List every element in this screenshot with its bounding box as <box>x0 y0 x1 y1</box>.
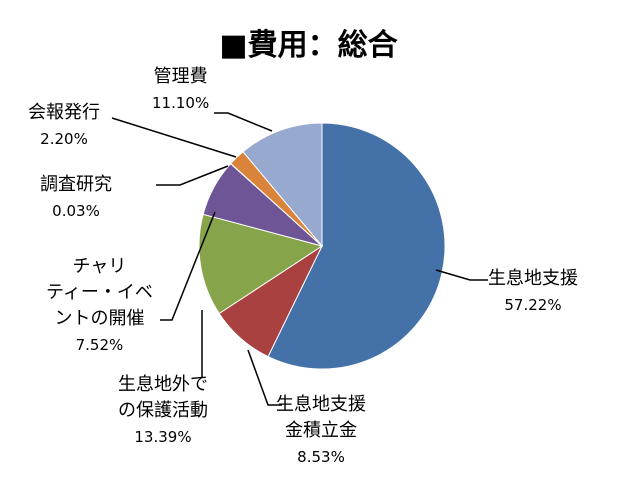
pie-slice-0 <box>267 122 446 370</box>
leader-line-s5 <box>111 117 237 158</box>
slice-label-s1: 生息地支援 金積立金 8.53% <box>276 394 366 466</box>
slice-label-s3: チャリ ティー・イベ ントの開催 7.52% <box>46 256 153 354</box>
chart-title: ■費用：総合 <box>219 28 398 63</box>
pie-slice-2 <box>198 213 324 315</box>
pie-slice-6 <box>242 122 323 248</box>
slice-label-s5: 会報発行 2.20% <box>28 102 100 148</box>
leader-line-s0 <box>435 269 488 281</box>
slice-label-s0: 生息地支援 57.22% <box>488 268 578 314</box>
leader-line-s6 <box>214 112 273 132</box>
slice-label-s6: 管理費 11.10% <box>152 66 210 112</box>
leader-line-s3 <box>160 211 216 321</box>
leader-line-s4 <box>156 165 229 186</box>
leader-line-s1 <box>247 349 282 406</box>
slice-label-s4: 調査研究 0.03% <box>40 174 112 220</box>
slice-label-s2: 生息地外で の保護活動 13.39% <box>118 374 208 446</box>
